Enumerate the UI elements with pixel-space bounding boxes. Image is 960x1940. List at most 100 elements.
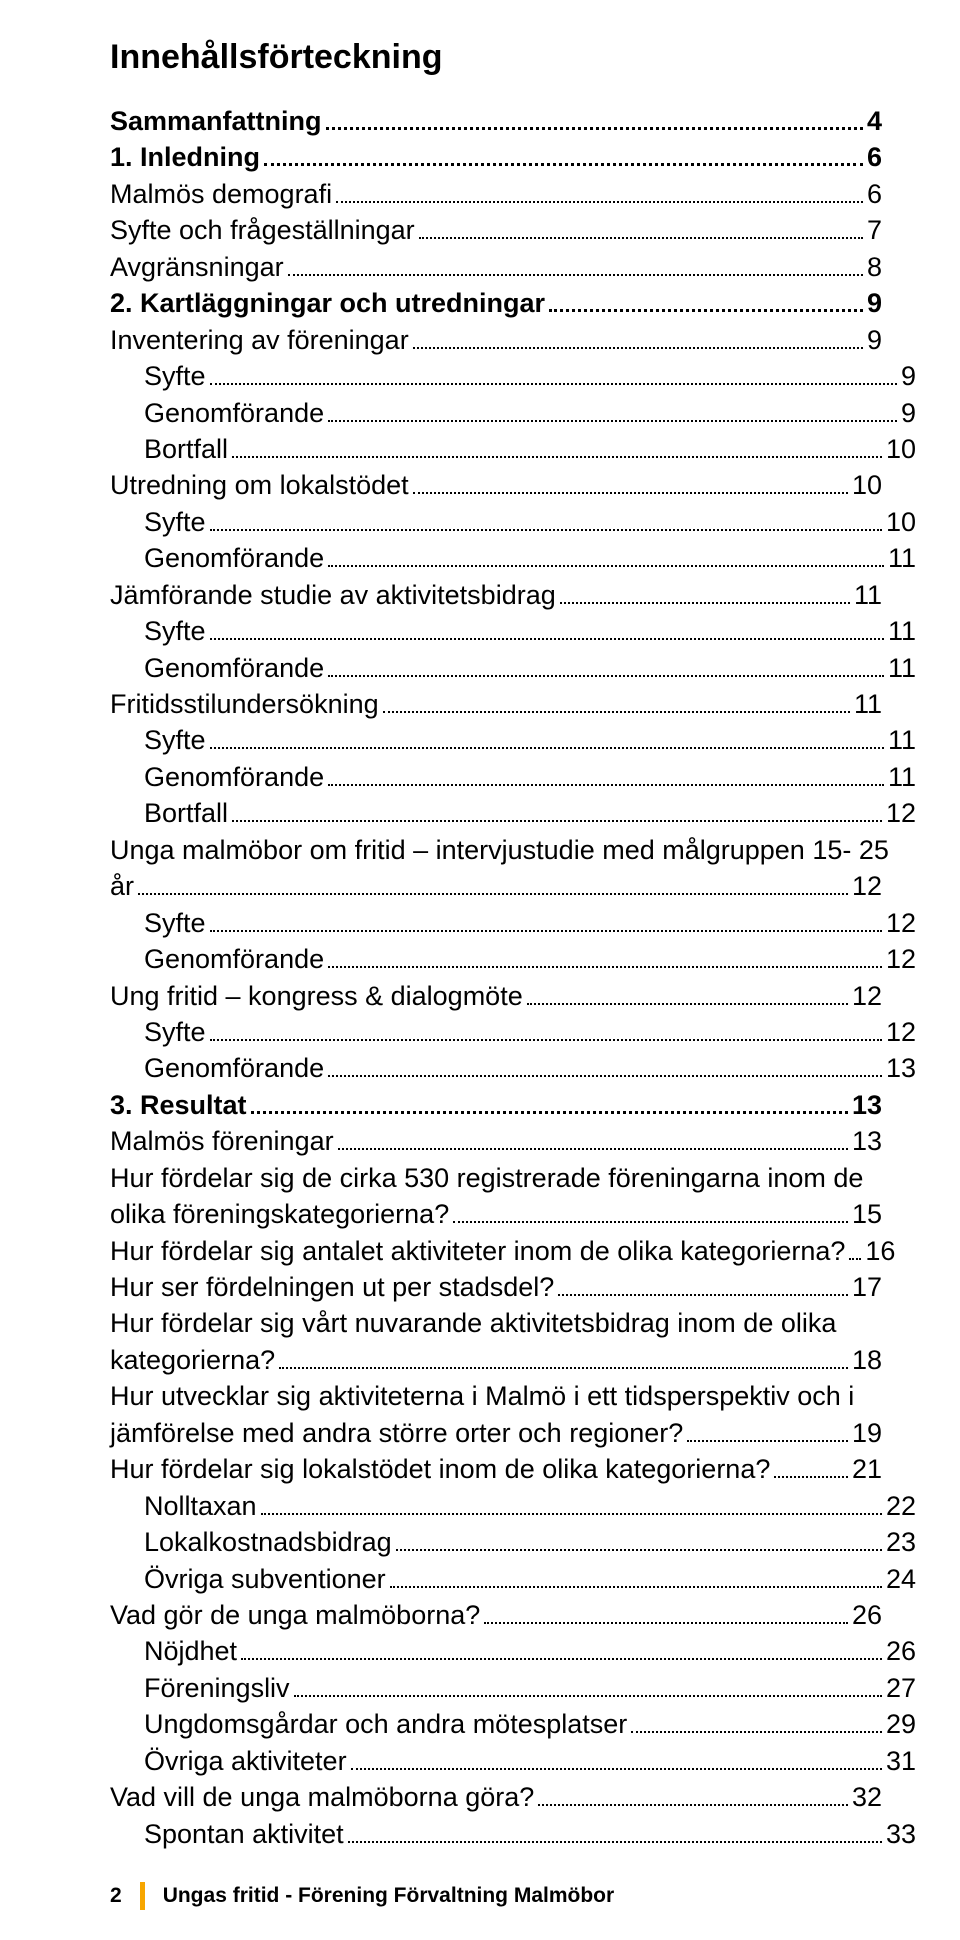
toc-label: Syfte och frågeställningar [110, 212, 415, 248]
toc-row: Hur fördelar sig vårt nuvarande aktivite… [110, 1305, 882, 1341]
toc-label: Malmös föreningar [110, 1123, 334, 1159]
toc-entry: Syfte12 [110, 905, 916, 941]
footer-page-number: 2 [110, 1884, 140, 1908]
dot-leader [419, 225, 863, 240]
page-title: Innehållsförteckning [110, 38, 882, 77]
toc-entry: Genomförande13 [110, 1050, 916, 1086]
toc-row: år 12 [110, 868, 882, 904]
toc-entry: Utredning om lokalstödet10 [110, 467, 882, 503]
toc-page-number: 33 [886, 1816, 916, 1852]
toc-label: Hur fördelar sig antalet aktiviteter ino… [110, 1233, 845, 1269]
toc-page-number: 10 [886, 504, 916, 540]
toc-entry: Syfte och frågeställningar 7 [110, 212, 882, 248]
toc-entry: Vad vill de unga malmöborna göra?32 [110, 1779, 882, 1815]
toc-label: 1. Inledning [110, 139, 260, 175]
toc-page-number: 26 [886, 1633, 916, 1669]
page-footer: 2 Ungas fritid - Förening Förvaltning Ma… [110, 1882, 882, 1910]
toc-label: Avgränsningar [110, 249, 284, 285]
toc-entry: Genomförande12 [110, 941, 916, 977]
toc-label: Syfte [144, 358, 206, 394]
toc-page-number: 7 [867, 212, 882, 248]
toc-page-number: 6 [867, 176, 882, 212]
toc-entry: Inventering av föreningar9 [110, 322, 882, 358]
toc-entry: Bortfall10 [110, 431, 916, 467]
dot-leader [232, 443, 882, 458]
toc-entry: Syfte11 [110, 722, 916, 758]
toc-label: Genomförande [144, 395, 324, 431]
toc-page-number: 8 [867, 249, 882, 285]
toc-label: 3. Resultat [110, 1087, 247, 1123]
dot-leader [328, 407, 897, 422]
toc-entry: Övriga aktiviteter31 [110, 1743, 916, 1779]
footer-text: Ungas fritid - Förening Förvaltning Malm… [163, 1884, 615, 1908]
dot-leader [328, 1063, 882, 1078]
dot-leader [210, 370, 897, 385]
toc-label: Bortfall [144, 795, 228, 831]
toc-page-number: 16 [865, 1233, 895, 1269]
toc-page-number: 11 [888, 759, 916, 795]
dot-leader [210, 1026, 882, 1041]
toc-label: Ung fritid – kongress & dialogmöte [110, 978, 523, 1014]
toc-entry: 2. Kartläggningar och utredningar9 [110, 285, 882, 321]
dot-leader [210, 917, 882, 932]
toc-page-number: 11 [888, 540, 916, 576]
toc-label: Övriga aktiviteter [144, 1743, 347, 1779]
dot-leader [774, 1463, 848, 1478]
toc-page-number: 12 [852, 868, 882, 904]
toc-label: Syfte [144, 504, 206, 540]
toc-page-number: 13 [852, 1087, 882, 1123]
toc-entry: Syfte9 [110, 358, 916, 394]
toc-entry: Föreningsliv27 [110, 1670, 916, 1706]
toc-label: Sammanfattning [110, 103, 322, 139]
toc-page-number: 21 [852, 1451, 882, 1487]
toc-entry: Fritidsstilundersökning11 [110, 686, 882, 722]
toc-page-number: 12 [886, 1014, 916, 1050]
toc-page-number: 11 [854, 577, 882, 613]
dot-leader [288, 261, 863, 276]
dot-leader [294, 1682, 882, 1697]
toc-label: år [110, 868, 134, 904]
dot-leader [232, 808, 882, 823]
toc-row: Hur fördelar sig de cirka 530 registrera… [110, 1160, 882, 1196]
toc-entry: Hur ser fördelningen ut per stadsdel?17 [110, 1269, 882, 1305]
toc-label: Hur fördelar sig lokalstödet inom de oli… [110, 1451, 770, 1487]
dot-leader [336, 188, 863, 203]
toc-page-number: 17 [852, 1269, 882, 1305]
dot-leader [484, 1609, 848, 1624]
dot-leader [849, 1245, 861, 1260]
dot-leader [527, 990, 848, 1005]
toc-row: Unga malmöbor om fritid – intervjustudie… [110, 832, 882, 868]
dot-leader [538, 1791, 848, 1806]
dot-leader [348, 1828, 882, 1843]
toc-entry: Syfte 10 [110, 504, 916, 540]
toc-label: Ungdomsgårdar och andra mötesplatser [144, 1706, 627, 1742]
toc-label: Inventering av föreningar [110, 322, 409, 358]
dot-leader [351, 1755, 882, 1770]
toc-page-number: 9 [901, 395, 916, 431]
dot-leader [241, 1646, 882, 1661]
toc-label: Vad vill de unga malmöborna göra? [110, 1779, 534, 1815]
toc-label: olika föreningskategorierna? [110, 1196, 449, 1232]
toc-page-number: 12 [886, 905, 916, 941]
toc-label: Syfte [144, 1014, 206, 1050]
toc-page-number: 12 [852, 978, 882, 1014]
toc-entry: Sammanfattning4 [110, 103, 882, 139]
toc-label: Nöjdhet [144, 1633, 237, 1669]
document-page: Innehållsförteckning Sammanfattning41. I… [0, 0, 960, 1940]
toc-entry: Avgränsningar 8 [110, 249, 882, 285]
dot-leader [558, 1281, 848, 1296]
toc-entry: Hur fördelar sig vårt nuvarande aktivite… [110, 1305, 882, 1378]
toc-entry: Hur utvecklar sig aktiviteterna i Malmö … [110, 1378, 882, 1451]
toc-entry: Hur fördelar sig lokalstödet inom de oli… [110, 1451, 882, 1487]
toc-entry: Bortfall12 [110, 795, 916, 831]
toc-entry: Övriga subventioner24 [110, 1561, 916, 1597]
toc-label: Utredning om lokalstödet [110, 467, 409, 503]
toc-page-number: 11 [888, 613, 916, 649]
dot-leader [210, 735, 884, 750]
dot-leader [338, 1135, 848, 1150]
toc-entry: Genomförande11 [110, 650, 916, 686]
toc-entry: Nöjdhet 26 [110, 1633, 916, 1669]
toc-label: Övriga subventioner [144, 1561, 386, 1597]
toc-page-number: 11 [888, 722, 916, 758]
toc-page-number: 11 [854, 686, 882, 722]
